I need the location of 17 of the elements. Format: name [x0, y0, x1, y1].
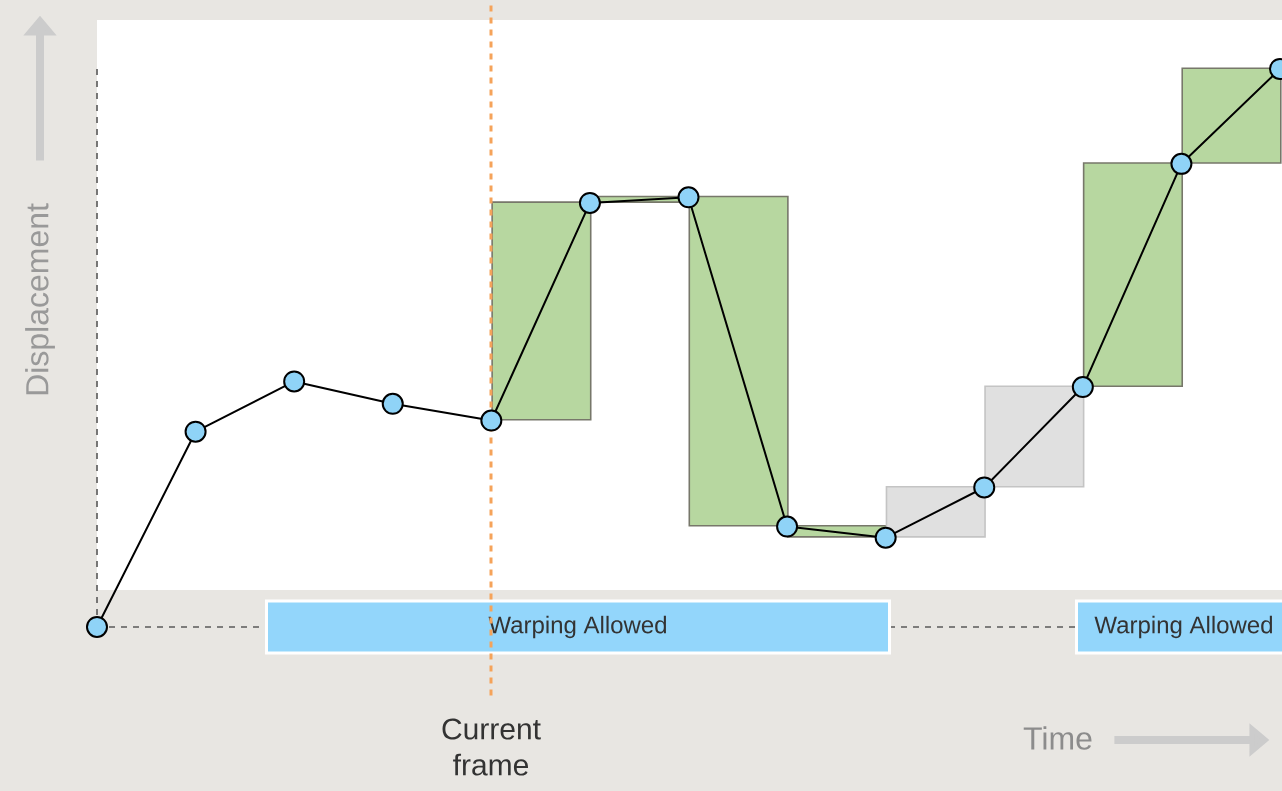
x-axis-title: Time	[1023, 726, 1092, 750]
text: Current frame	[442, 718, 541, 776]
point	[480, 409, 503, 432]
point	[1071, 376, 1094, 399]
point	[776, 515, 799, 538]
point	[283, 370, 306, 393]
point	[184, 420, 207, 443]
point	[874, 526, 897, 549]
annotation: Warping Allowed	[1094, 615, 1272, 639]
point	[677, 186, 700, 209]
point	[86, 615, 108, 638]
annotation: Warping Allowed	[488, 615, 666, 639]
point	[1170, 152, 1193, 175]
point	[973, 476, 996, 499]
y-axis-title: Displacement	[25, 203, 55, 395]
point	[381, 392, 404, 415]
point	[578, 191, 601, 214]
